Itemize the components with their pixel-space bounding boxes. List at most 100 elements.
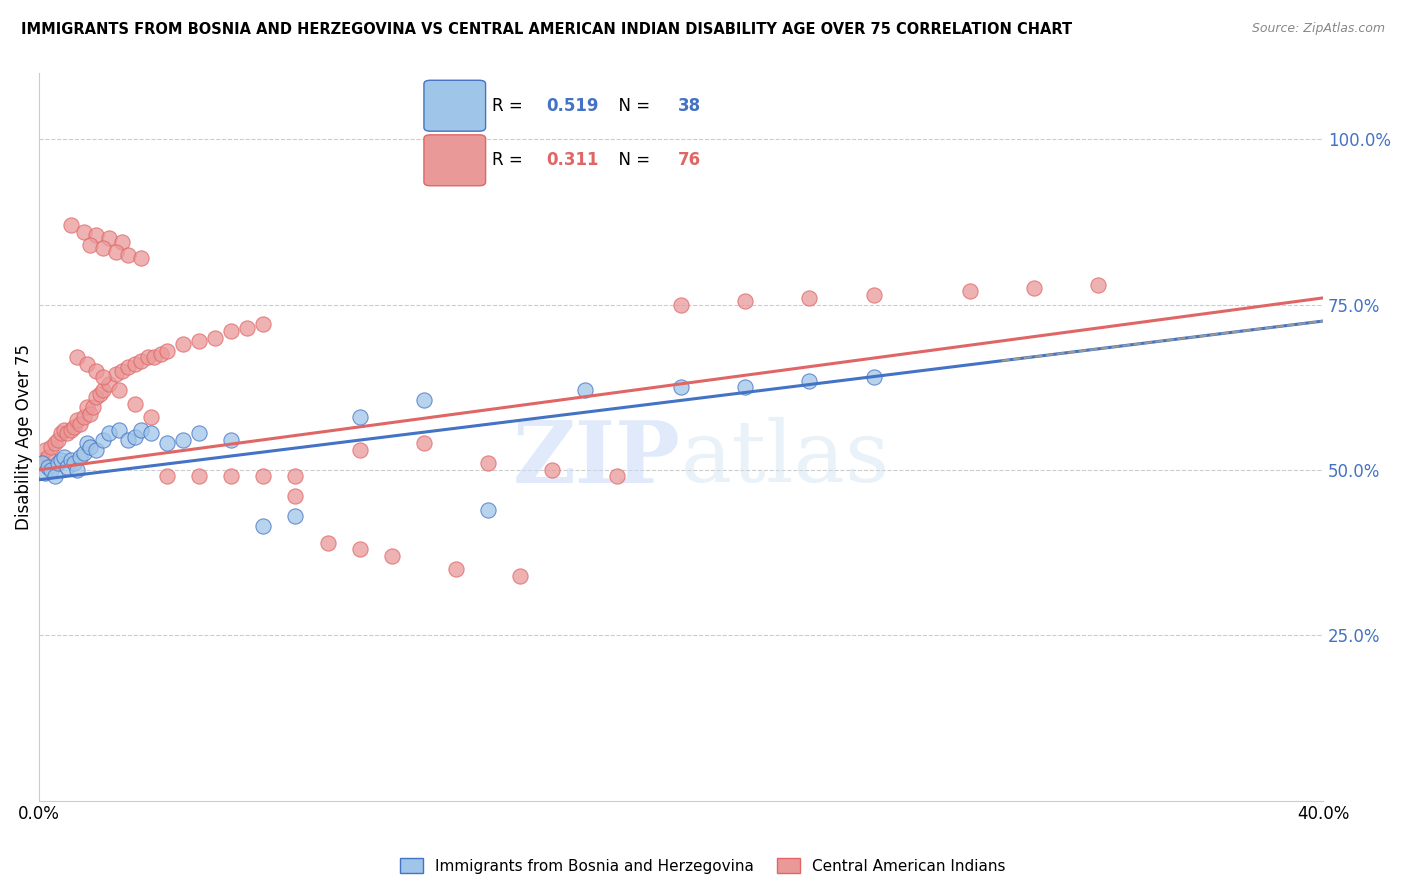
Point [188,469,211,483]
Text: Source: ZipAtlas.com: Source: ZipAtlas.com [1251,22,1385,36]
Point [46,456,69,470]
Point [1022,281,1045,295]
Point [31,456,53,470]
Point [59,453,82,467]
Point [606,469,628,483]
Point [69,417,91,431]
Point [34,443,56,458]
Point [76,357,98,371]
Point [574,384,596,398]
Point [44,469,66,483]
Point [131,353,153,368]
Point [284,469,307,483]
Point [98,376,121,391]
Point [98,426,121,441]
Point [219,324,242,338]
Point [349,542,371,557]
FancyBboxPatch shape [425,135,485,186]
Point [236,320,259,334]
Point [59,218,82,232]
Point [76,436,98,450]
Text: ZIP: ZIP [513,417,681,500]
Text: N =: N = [607,96,655,115]
Point [669,380,692,394]
Point [82,400,104,414]
Point [117,360,139,375]
Point [49,426,72,441]
Point [86,364,108,378]
Point [59,423,82,437]
Point [41,463,63,477]
Point [862,287,884,301]
Point [111,235,134,249]
Point [349,443,371,458]
Point [76,400,98,414]
Point [72,409,94,424]
Point [862,370,884,384]
Point [66,463,89,477]
Point [104,244,127,259]
Point [72,225,94,239]
Point [477,456,499,470]
Point [66,413,89,427]
Point [91,370,114,384]
Point [252,318,274,332]
Point [91,433,114,447]
Point [156,436,179,450]
Text: 0.311: 0.311 [546,152,599,169]
Point [219,433,242,447]
Point [91,241,114,255]
Point [63,456,86,470]
Point [669,297,692,311]
Text: N =: N = [607,152,655,169]
Point [188,426,211,441]
Point [56,459,79,474]
Point [46,433,69,447]
Point [124,430,146,444]
Point [172,337,194,351]
Point [799,374,821,388]
Point [111,364,134,378]
Point [349,409,371,424]
Point [34,466,56,480]
Point [37,459,59,474]
Point [31,453,53,467]
Text: R =: R = [492,96,529,115]
Point [139,426,162,441]
Point [799,291,821,305]
Point [734,380,756,394]
Point [204,330,226,344]
Point [79,238,101,252]
Point [69,450,91,464]
Y-axis label: Disability Age Over 75: Disability Age Over 75 [15,343,32,530]
Point [86,443,108,458]
Point [63,420,86,434]
Point [413,393,436,408]
Point [72,446,94,460]
Point [444,562,467,576]
Point [252,519,274,533]
Point [284,489,307,503]
Text: 38: 38 [678,96,702,115]
Point [108,423,131,437]
Point [104,367,127,381]
Point [734,294,756,309]
Point [219,469,242,483]
Text: IMMIGRANTS FROM BOSNIA AND HERZEGOVINA VS CENTRAL AMERICAN INDIAN DISABILITY AGE: IMMIGRANTS FROM BOSNIA AND HERZEGOVINA V… [21,22,1073,37]
Point [41,440,63,454]
Text: 76: 76 [678,152,702,169]
Point [413,436,436,450]
Point [66,351,89,365]
Point [49,453,72,467]
Point [143,351,166,365]
Point [91,384,114,398]
Point [124,397,146,411]
Point [1087,277,1109,292]
Legend: Immigrants from Bosnia and Herzegovina, Central American Indians: Immigrants from Bosnia and Herzegovina, … [394,852,1012,880]
Point [37,450,59,464]
Point [131,423,153,437]
Point [86,228,108,243]
Point [53,450,76,464]
Point [252,469,274,483]
Text: R =: R = [492,152,529,169]
